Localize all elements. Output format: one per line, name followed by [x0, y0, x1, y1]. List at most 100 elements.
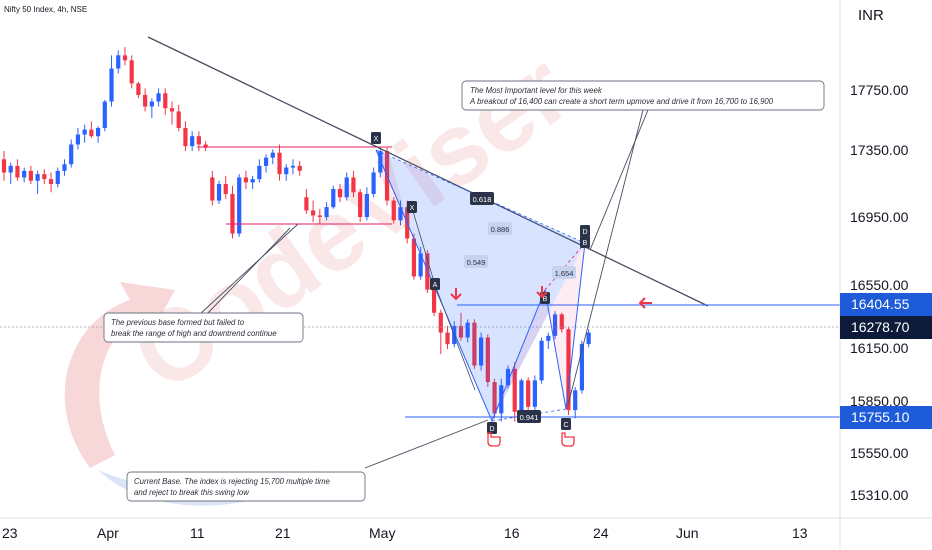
pattern-bcd	[492, 243, 585, 421]
candle	[149, 98, 154, 119]
candle-body	[42, 174, 47, 180]
candle-body	[337, 189, 343, 198]
candle	[311, 200, 316, 222]
candle-body	[472, 322, 477, 366]
candle	[190, 131, 195, 152]
signal-markers	[450, 286, 652, 447]
candle	[378, 149, 383, 178]
time-tick: 13	[792, 525, 808, 541]
candle-body	[505, 368, 511, 386]
candle	[8, 162, 13, 185]
candle	[532, 375, 537, 412]
candle	[546, 332, 551, 350]
candle-body	[458, 325, 464, 338]
candle-body	[35, 174, 40, 181]
candle	[364, 187, 369, 221]
candle	[526, 377, 531, 412]
candle	[391, 197, 396, 224]
note-top-line1: The Most Important level for this week	[470, 86, 603, 95]
candle	[257, 159, 262, 183]
candle-body	[378, 151, 383, 173]
hand-pointer-icon	[561, 432, 575, 447]
candle-body	[579, 344, 585, 391]
price-tick: 17750.00	[850, 82, 909, 98]
candle-body	[216, 184, 222, 201]
candle-body	[257, 165, 262, 180]
price-tick: 15850.00	[850, 393, 909, 409]
candle-body	[539, 340, 544, 381]
candle	[297, 160, 302, 176]
candle-body	[526, 380, 531, 407]
candle	[136, 81, 141, 99]
price-badge-15755	[840, 406, 932, 429]
candle-body	[418, 253, 423, 277]
candle	[290, 159, 296, 175]
chart-title: Nifty 50 Index, 4h, NSE	[4, 5, 87, 14]
candle-body	[431, 289, 437, 313]
candle	[438, 309, 443, 354]
time-tick: 11	[190, 525, 205, 541]
candle	[102, 99, 107, 132]
candle-body	[223, 184, 228, 194]
note-left: The previous base formed but failed to b…	[103, 312, 304, 343]
candle-body	[22, 170, 27, 178]
candle-body	[411, 238, 417, 277]
candle	[75, 127, 81, 150]
candle	[156, 88, 161, 107]
candle	[485, 334, 490, 387]
time-tick: May	[369, 525, 395, 541]
candle-body	[351, 177, 356, 193]
candle-body	[95, 127, 101, 137]
candle-body	[210, 177, 215, 201]
candle	[425, 250, 430, 293]
candle-body	[15, 165, 20, 178]
ratio-0618: 0.618	[473, 195, 492, 204]
candle-body	[465, 322, 470, 338]
candle	[196, 131, 201, 152]
candle-body	[183, 127, 188, 147]
candle-body	[163, 93, 168, 109]
candle	[277, 144, 282, 181]
candle	[284, 164, 289, 181]
candle	[539, 337, 544, 384]
candle	[431, 286, 437, 317]
candle-body	[243, 177, 249, 183]
candle-body	[358, 192, 363, 218]
note-bottom-line2: and reject to break this swing low	[134, 488, 250, 497]
price-badge-16404	[840, 293, 932, 316]
candle-body	[176, 111, 181, 128]
candle-body	[129, 60, 134, 84]
candle-body	[8, 165, 13, 173]
candle	[109, 55, 114, 107]
ratio-labels: 0.618 0.886 0.549 1.654 0.941	[464, 192, 576, 423]
time-tick: 23	[2, 525, 18, 541]
candle-body	[250, 179, 255, 183]
candle	[270, 149, 275, 165]
candle	[418, 246, 423, 280]
candle	[317, 208, 322, 224]
candle	[15, 159, 20, 181]
price-tick: 17350.00	[850, 142, 909, 158]
time-axis[interactable]: 23 Apr 11 21 May 16 24 Jun 13	[0, 517, 932, 541]
currency-label: INR	[858, 7, 884, 24]
pointer-left-2	[204, 227, 291, 317]
candle	[552, 311, 558, 340]
price-axis[interactable]: INR 17750.00 17350.00 16950.00 16550.00 …	[839, 0, 932, 550]
time-tick: 24	[593, 525, 609, 541]
down-arrow-icon	[450, 288, 462, 301]
pointer-bottom	[364, 419, 489, 469]
candle	[42, 169, 47, 185]
candle-body	[371, 172, 376, 194]
candle-body	[102, 101, 107, 128]
note-top-line2: A breakout of 16,400 can create a short …	[469, 97, 774, 106]
price-tick: 15550.00	[850, 445, 909, 461]
candle	[22, 167, 27, 183]
point-c: C	[563, 422, 568, 429]
candle-body	[1, 159, 7, 173]
candle	[95, 126, 101, 143]
candle	[586, 329, 591, 348]
candle-body	[116, 55, 121, 69]
candle-body	[270, 152, 275, 158]
candle-body	[492, 382, 497, 414]
